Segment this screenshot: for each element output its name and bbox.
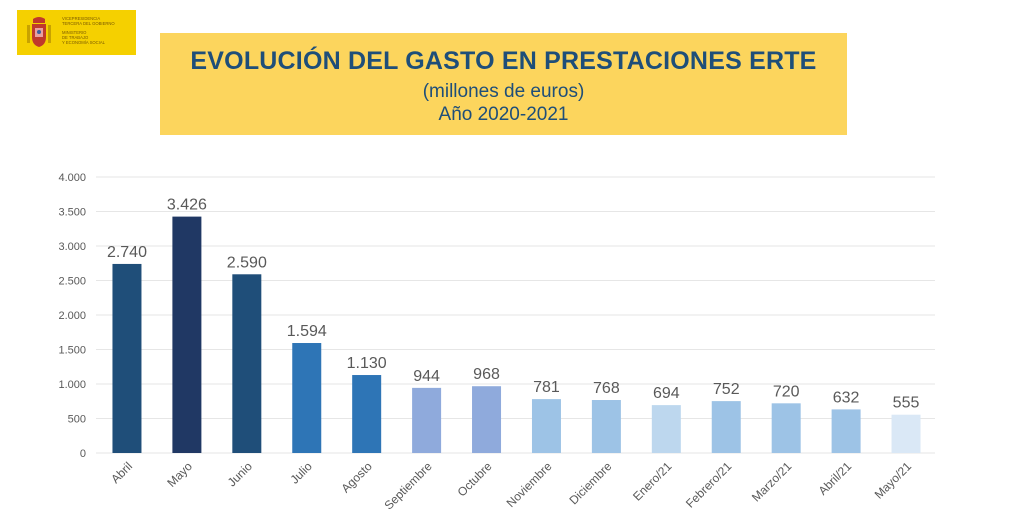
x-tick-label: Noviembre bbox=[504, 459, 555, 510]
data-label: 720 bbox=[773, 383, 800, 400]
bar-abril bbox=[112, 263, 142, 453]
x-axis-labels: Abril Mayo Junio Julio Agosto Septiembre Octub… bbox=[108, 459, 914, 513]
logo-line-5: Y ECONOMÍA SOCIAL bbox=[62, 40, 105, 45]
y-tick-label: 1.000 bbox=[58, 379, 86, 391]
x-tick-label: Junio bbox=[225, 459, 255, 489]
data-label: 3.426 bbox=[167, 197, 207, 214]
bar-abril-21 bbox=[831, 409, 861, 453]
bar-marzo-21 bbox=[771, 403, 801, 453]
bar-mayo bbox=[172, 216, 202, 453]
x-tick-label: Agosto bbox=[338, 459, 375, 496]
data-label: 2.740 bbox=[107, 244, 147, 261]
data-label: 944 bbox=[413, 368, 440, 385]
data-label: 2.590 bbox=[227, 254, 267, 271]
bar-enero-21 bbox=[651, 405, 681, 453]
bar-diciembre bbox=[591, 400, 621, 453]
government-logo: VICEPRESIDENCIA TERCERA DEL GOBIERNO MIN… bbox=[17, 10, 136, 55]
bar-agosto bbox=[352, 375, 382, 453]
bar-noviembre bbox=[531, 399, 561, 453]
data-label: 1.130 bbox=[347, 355, 387, 372]
x-tick-label: Julio bbox=[288, 459, 316, 487]
x-tick-label: Marzo/21 bbox=[749, 459, 795, 505]
data-label: 555 bbox=[893, 395, 920, 412]
y-tick-label: 0 bbox=[80, 448, 86, 460]
bar-mayo-21 bbox=[891, 414, 921, 453]
bars bbox=[112, 216, 921, 453]
x-tick-label: Diciembre bbox=[566, 459, 614, 507]
x-tick-label: Febrero/21 bbox=[683, 459, 735, 511]
x-tick-label: Abril/21 bbox=[816, 459, 855, 498]
chart-period: Año 2020-2021 bbox=[438, 104, 569, 125]
y-tick-label: 3.500 bbox=[58, 207, 86, 219]
y-tick-label: 2.500 bbox=[58, 276, 86, 288]
bar-julio bbox=[292, 343, 322, 453]
logo-line-2: TERCERA DEL GOBIERNO bbox=[62, 21, 115, 26]
logo-text: VICEPRESIDENCIA TERCERA DEL GOBIERNO MIN… bbox=[62, 16, 134, 45]
logo-line-4: DE TRABAJO bbox=[62, 35, 89, 40]
data-labels: 2.740 3.426 2.590 1.594 1.130 944 968 781 768 694… bbox=[107, 197, 920, 412]
y-axis-ticks: 0 500 1.000 1.500 2.000 2.500 3.000 3.500 4.000 bbox=[58, 172, 86, 460]
data-label: 694 bbox=[653, 385, 680, 402]
data-label: 632 bbox=[833, 389, 860, 406]
x-tick-label: Mayo bbox=[164, 459, 195, 490]
data-label: 768 bbox=[593, 380, 620, 397]
data-label: 968 bbox=[473, 366, 500, 383]
bar-junio bbox=[232, 274, 262, 453]
y-tick-label: 2.000 bbox=[58, 310, 86, 322]
title-banner: EVOLUCIÓN DEL GASTO EN PRESTACIONES ERTE… bbox=[160, 33, 847, 135]
coat-of-arms-icon bbox=[27, 17, 51, 47]
x-tick-label: Enero/21 bbox=[630, 459, 675, 504]
x-tick-label: Octubre bbox=[455, 459, 495, 499]
data-label: 1.594 bbox=[287, 323, 327, 340]
chart-subtitle: (millones de euros) bbox=[422, 81, 585, 102]
y-tick-label: 500 bbox=[68, 414, 86, 426]
bar-febrero-21 bbox=[711, 401, 741, 453]
logo-line-3: MINISTERIO bbox=[62, 30, 87, 35]
x-tick-label: Septiembre bbox=[381, 459, 435, 513]
y-tick-label: 1.500 bbox=[58, 345, 86, 357]
bar-septiembre bbox=[412, 387, 442, 453]
y-tick-label: 4.000 bbox=[58, 172, 86, 184]
x-tick-label: Mayo/21 bbox=[872, 459, 915, 502]
data-label: 781 bbox=[533, 379, 560, 396]
y-tick-label: 3.000 bbox=[58, 241, 86, 253]
data-label: 752 bbox=[713, 381, 740, 398]
chart-title: EVOLUCIÓN DEL GASTO EN PRESTACIONES ERTE bbox=[190, 47, 817, 75]
logo-line-1: VICEPRESIDENCIA bbox=[62, 16, 101, 21]
gridlines bbox=[96, 176, 935, 454]
bar-octubre bbox=[472, 386, 502, 453]
x-tick-label: Abril bbox=[108, 459, 135, 486]
